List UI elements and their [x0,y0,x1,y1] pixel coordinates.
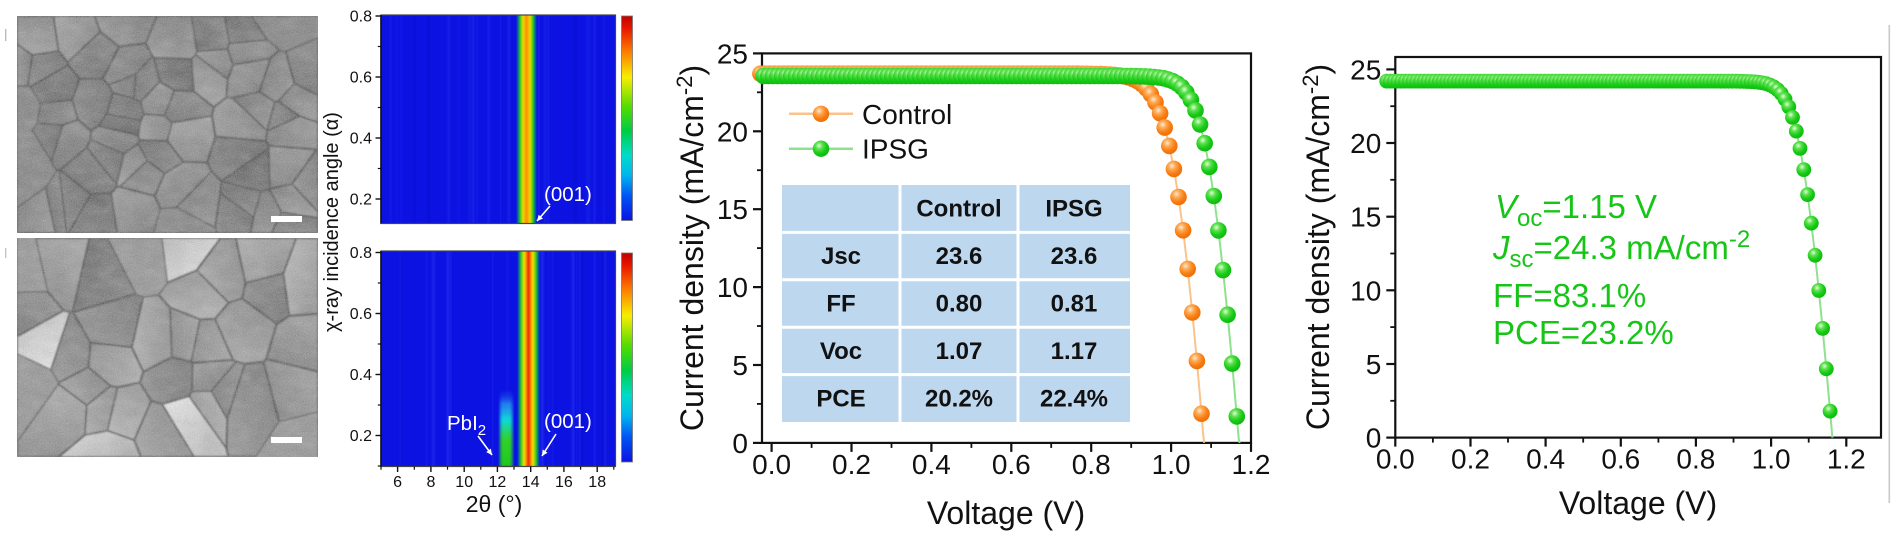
svg-text:0.2: 0.2 [350,192,372,209]
svg-text:Jsc: Jsc [821,243,861,270]
svg-text:0.8: 0.8 [1072,449,1111,480]
svg-text:0.2: 0.2 [1451,444,1490,475]
svg-text:χ-ray incidence angle (α): χ-ray incidence angle (α) [321,112,343,332]
svg-text:0.0: 0.0 [1376,444,1415,475]
svg-text:FF: FF [826,291,855,318]
svg-text:25: 25 [717,38,748,69]
svg-text:20: 20 [1350,128,1381,159]
svg-text:Voc: Voc [820,338,862,365]
svg-text:0.6: 0.6 [992,449,1031,480]
svg-text:10: 10 [1350,275,1381,306]
svg-text:16: 16 [555,474,573,491]
svg-text:0.81: 0.81 [1051,291,1098,318]
svg-text:PCE=23.2%: PCE=23.2% [1493,314,1674,351]
svg-text:Current density (mA/cm-2): Current density (mA/cm-2) [1298,64,1336,430]
svg-text:5: 5 [732,350,748,381]
svg-text:Voltage (V): Voltage (V) [927,495,1085,531]
svg-text:0.8: 0.8 [350,245,372,262]
svg-text:14: 14 [522,474,540,491]
svg-text:15: 15 [717,194,748,225]
svg-text:8: 8 [426,474,435,491]
svg-text:20: 20 [717,116,748,147]
svg-text:Voc=1.15 V: Voc=1.15 V [1495,188,1657,232]
svg-text:1.0: 1.0 [1752,444,1791,475]
svg-text:IPSG: IPSG [1045,196,1102,223]
svg-text:0.4: 0.4 [350,131,372,148]
svg-text:1.17: 1.17 [1051,338,1098,365]
svg-text:PCE: PCE [816,385,865,412]
svg-text:6: 6 [393,474,402,491]
svg-text:0.4: 0.4 [350,367,372,384]
svg-text:0.80: 0.80 [936,291,983,318]
svg-text:1.0: 1.0 [1152,449,1191,480]
svg-text:10: 10 [717,272,748,303]
svg-text:(001): (001) [544,183,592,206]
svg-text:23.6: 23.6 [936,243,983,270]
svg-text:25: 25 [1350,54,1381,85]
svg-text:Control: Control [862,99,952,130]
svg-text:0.4: 0.4 [1526,444,1565,475]
svg-text:18: 18 [588,474,606,491]
svg-text:0.2: 0.2 [350,428,372,445]
svg-text:0.6: 0.6 [1601,444,1640,475]
svg-text:0.0: 0.0 [752,449,791,480]
svg-text:10: 10 [455,474,473,491]
svg-text:15: 15 [1350,202,1381,233]
svg-text:0.8: 0.8 [350,9,372,26]
svg-text:12: 12 [489,474,507,491]
svg-text:0.6: 0.6 [350,306,372,323]
svg-text:1.2: 1.2 [1232,449,1271,480]
svg-text:0.6: 0.6 [350,70,372,87]
svg-text:FF=83.1%: FF=83.1% [1493,277,1646,314]
svg-text:Jsc=24.3 mA/cm-2: Jsc=24.3 mA/cm-2 [1492,226,1750,273]
svg-text:22.4%: 22.4% [1040,385,1108,412]
svg-text:Voltage (V): Voltage (V) [1559,485,1717,521]
svg-text:Current density (mA/cm-2): Current density (mA/cm-2) [672,65,710,431]
svg-text:0: 0 [732,428,748,459]
svg-text:20.2%: 20.2% [925,385,993,412]
svg-text:Control: Control [916,196,1001,223]
svg-text:0.2: 0.2 [832,449,871,480]
svg-text:5: 5 [1366,349,1382,380]
svg-text:1.2: 1.2 [1827,444,1866,475]
svg-text:0.4: 0.4 [912,449,951,480]
svg-text:0: 0 [1366,423,1382,454]
svg-text:2θ (°): 2θ (°) [466,491,523,517]
svg-text:0.8: 0.8 [1676,444,1715,475]
svg-text:IPSG: IPSG [862,134,929,165]
svg-text:23.6: 23.6 [1051,243,1098,270]
svg-text:1.07: 1.07 [936,338,983,365]
svg-text:(001): (001) [544,410,592,433]
